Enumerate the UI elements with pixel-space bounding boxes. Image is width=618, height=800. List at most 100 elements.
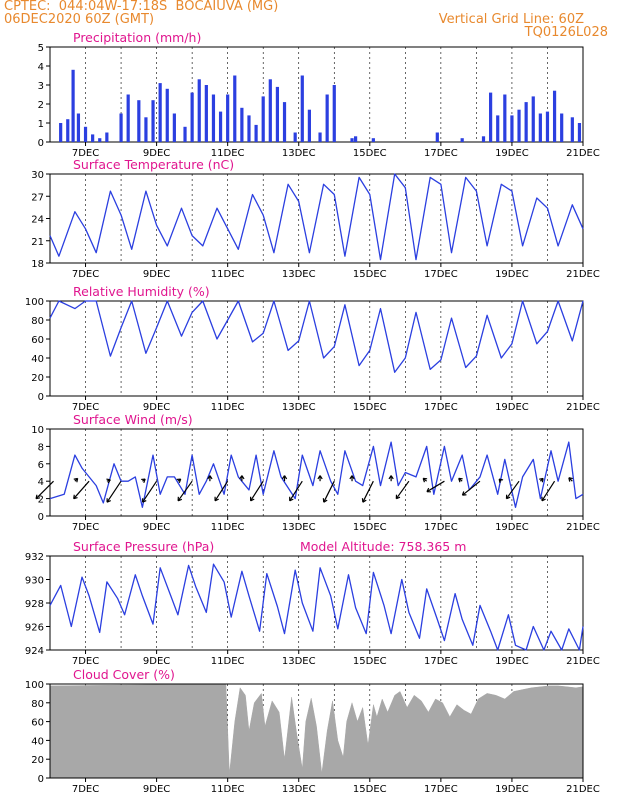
panel-title: Surface Temperature (nC) (73, 157, 234, 172)
y-tick-label: 60 (31, 335, 44, 346)
precip-bar (300, 75, 304, 142)
y-tick-label: 0 (38, 392, 44, 403)
wind-arrow (250, 480, 264, 502)
wind-arrowhead (568, 477, 573, 482)
x-tick-label: 19DEC (495, 522, 529, 533)
wind-arrowhead (498, 478, 504, 484)
y-tick-label: 6 (38, 460, 44, 471)
precip-bar (282, 102, 287, 142)
precip-bar (261, 96, 265, 142)
y-tick-label: 27 (31, 192, 44, 203)
precip-bar (481, 136, 486, 142)
x-tick-label: 9DEC (143, 402, 170, 413)
precip-bar (144, 117, 148, 142)
x-tick-label: 9DEC (143, 656, 170, 667)
x-tick-label: 21DEC (566, 522, 600, 533)
precip-bar (190, 92, 194, 142)
series-line (49, 173, 584, 261)
x-tick-label: 21DEC (566, 402, 600, 413)
precip-bar (137, 100, 141, 142)
precip-bar (158, 83, 162, 142)
precip-bar (545, 111, 550, 142)
precip-bar (293, 132, 297, 142)
precip-bar (503, 94, 507, 142)
y-tick-label: 40 (31, 354, 44, 365)
y-tick-label: 80 (31, 699, 44, 710)
x-tick-label: 11DEC (211, 784, 245, 795)
y-tick-label: 0 (38, 774, 44, 785)
y-tick-label: 0 (38, 138, 44, 149)
x-tick-label: 7DEC (72, 522, 99, 533)
y-tick-label: 2 (38, 100, 44, 111)
panel-title: Relative Humidity (%) (73, 284, 210, 299)
wind-arrow (142, 480, 158, 503)
x-tick-label: 19DEC (495, 269, 529, 280)
precip-bar (183, 126, 187, 142)
wind-arrowhead (250, 496, 255, 502)
x-tick-label: 17DEC (424, 402, 458, 413)
panel-5 (46, 683, 584, 782)
x-tick-label: 17DEC (424, 656, 458, 667)
panel-title: Cloud Cover (%) (73, 667, 175, 682)
y-tick-label: 4 (38, 62, 44, 73)
x-tick-label: 9DEC (143, 148, 170, 159)
x-tick-label: 15DEC (353, 269, 387, 280)
y-tick-label: 8 (38, 442, 44, 453)
cloud-area (49, 683, 584, 779)
precip-bar (165, 88, 169, 142)
precip-bar (247, 115, 251, 142)
chart-header: CPTEC: 044:04W-17:18S BOCAIUVA (MG) 06DE… (0, 0, 618, 44)
panel-0 (46, 46, 584, 146)
x-tick-label: 21DEC (566, 656, 600, 667)
x-tick-label: 13DEC (282, 402, 316, 413)
panel-1 (46, 173, 584, 267)
precip-bar (275, 86, 280, 142)
y-tick-label: 100 (25, 297, 44, 308)
y-tick-label: 80 (31, 316, 44, 327)
wind-arrowhead (426, 487, 431, 493)
x-tick-label: 15DEC (353, 402, 387, 413)
precip-bar (268, 79, 272, 142)
wind-arrowhead (73, 477, 79, 483)
x-tick-label: 17DEC (424, 522, 458, 533)
wind-arrowhead (395, 494, 401, 500)
wind-arrowhead (141, 478, 146, 484)
precip-bar (226, 94, 230, 142)
y-tick-label: 2 (38, 495, 44, 506)
y-tick-label: 930 (25, 576, 44, 587)
plot-frame (49, 428, 584, 517)
precip-bar (307, 109, 311, 142)
x-tick-label: 11DEC (211, 269, 245, 280)
precip-bar (577, 123, 582, 142)
vertical-grid-note: Vertical Grid Line: 60Z (438, 12, 584, 27)
wind-arrowhead (281, 475, 288, 480)
precip-bar (318, 132, 322, 142)
wind-arrow (505, 480, 520, 500)
x-tick-label: 21DEC (566, 784, 600, 795)
precip-bar (98, 138, 102, 142)
precip-bar (531, 96, 535, 142)
precip-bar (126, 94, 130, 142)
y-tick-label: 932 (25, 552, 44, 563)
wind-arrowhead (177, 496, 183, 502)
precip-bar (371, 138, 375, 142)
y-tick-label: 4 (38, 477, 44, 488)
series-line (49, 441, 584, 508)
plot-frame-top (49, 683, 584, 779)
x-tick-label: 13DEC (282, 522, 316, 533)
x-tick-label: 15DEC (353, 656, 387, 667)
precip-bar (105, 132, 109, 142)
y-tick-label: 928 (25, 599, 44, 610)
x-tick-label: 13DEC (282, 269, 316, 280)
x-tick-label: 7DEC (72, 148, 99, 159)
plot-frame (49, 46, 584, 143)
y-tick-label: 20 (31, 373, 44, 384)
panel-title: Precipitation (mm/h) (73, 30, 201, 45)
x-tick-label: 19DEC (495, 148, 529, 159)
precip-bar (496, 115, 500, 142)
wind-arrowhead (35, 494, 41, 500)
precip-bar (66, 119, 70, 142)
wind-arrowhead (388, 475, 394, 480)
x-tick-label: 19DEC (495, 784, 529, 795)
